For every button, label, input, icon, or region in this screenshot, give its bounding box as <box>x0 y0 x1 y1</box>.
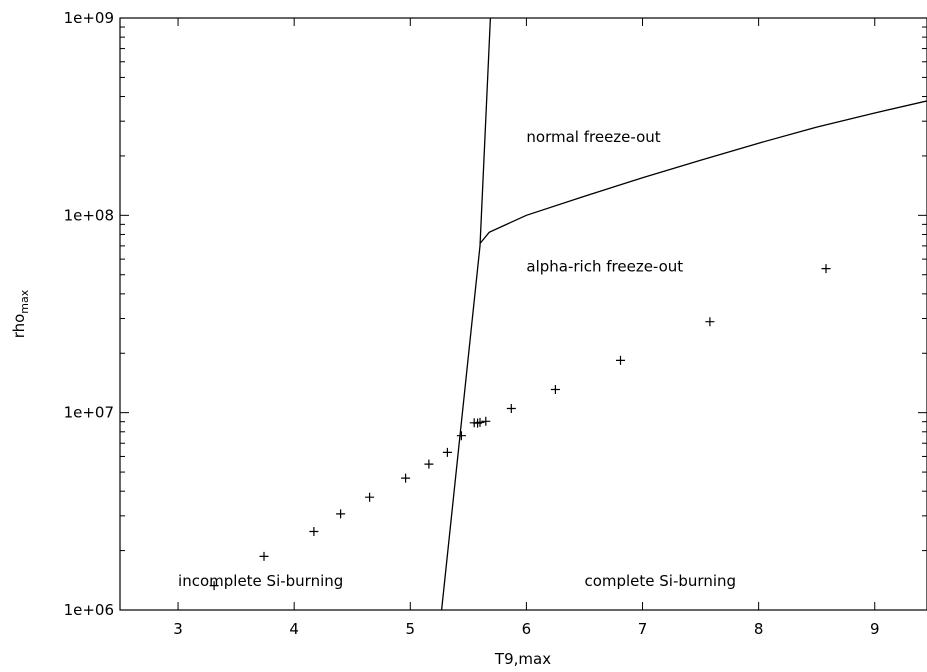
region-annotations: normal freeze-out alpha-rich freeze-out in… <box>178 128 736 590</box>
data-point <box>309 527 319 536</box>
data-point <box>456 431 466 441</box>
data-point <box>550 385 560 394</box>
region-label: complete Si-burning <box>584 572 736 590</box>
data-point <box>481 416 491 426</box>
data-points <box>209 264 831 591</box>
x-tick-label: 6 <box>522 620 532 638</box>
data-point <box>209 581 219 591</box>
x-tick-label: 3 <box>173 620 183 638</box>
x-tick-label: 5 <box>406 620 416 638</box>
plot-frame <box>119 17 927 611</box>
data-point <box>616 355 625 365</box>
y-axis-title-subscript: max <box>18 289 31 313</box>
data-point <box>475 417 485 427</box>
region-label: alpha-rich freeze-out <box>526 258 683 276</box>
data-point <box>506 404 516 413</box>
boundary-lines <box>440 17 927 611</box>
y-axis-title: rhomax <box>10 289 31 338</box>
region-label: incomplete Si-burning <box>178 572 343 590</box>
data-point <box>336 509 346 519</box>
data-point <box>442 447 452 457</box>
x-tick-label: 8 <box>754 620 764 638</box>
axis-ticks <box>120 17 927 611</box>
y-tick-label: 1e+08 <box>64 206 114 224</box>
x-axis-title: T9,max <box>494 650 551 668</box>
y-tick-label: 1e+09 <box>64 9 114 27</box>
x-tick-label: 9 <box>870 620 880 638</box>
data-point <box>259 551 269 561</box>
data-point <box>365 492 375 502</box>
region-label: normal freeze-out <box>526 128 660 146</box>
data-point <box>401 473 411 483</box>
boundary-line <box>479 100 927 244</box>
x-tick-label: 4 <box>289 620 299 638</box>
y-axis-title-base: rho <box>10 314 28 339</box>
y-tick-label: 1e+06 <box>64 601 114 619</box>
x-tick-label: 7 <box>638 620 648 638</box>
data-point <box>821 264 831 274</box>
data-point <box>424 459 434 469</box>
axis-labels: 3 4 5 6 7 8 9 1e+06 1e+07 1e+08 1e+09 <box>64 9 880 638</box>
boundary-line <box>440 17 492 611</box>
data-point <box>705 317 715 327</box>
y-tick-label: 1e+07 <box>64 404 114 422</box>
